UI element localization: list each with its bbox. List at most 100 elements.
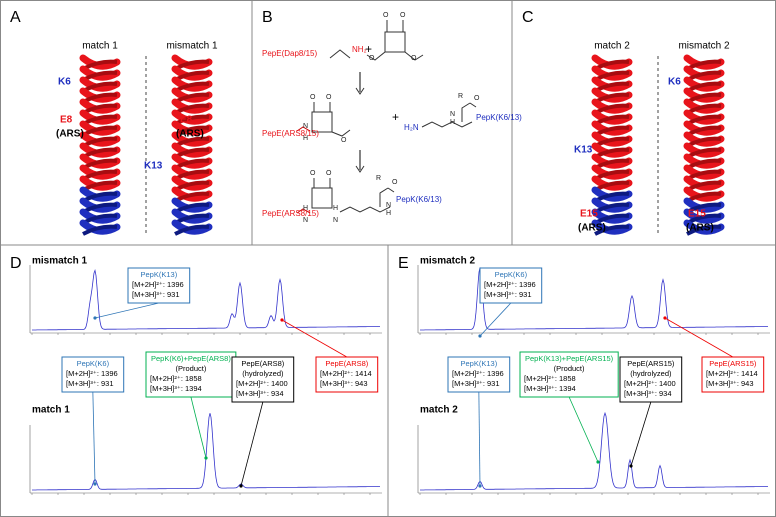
atom-label: N <box>303 217 308 224</box>
atom-label: R <box>458 93 463 100</box>
trace <box>420 411 768 491</box>
annotation-box <box>701 356 765 393</box>
atom-label: N <box>303 123 308 130</box>
atom-label: O <box>400 12 406 19</box>
residue-label: (ARS) <box>578 223 606 234</box>
residue-label: (ARS) <box>56 129 84 140</box>
arrow <box>479 302 512 337</box>
arrow <box>281 319 348 358</box>
atom-label: O <box>474 95 480 102</box>
panel-letter: B <box>262 9 273 26</box>
annotation-text: [M+3H]³⁺: 943 <box>320 379 368 388</box>
column-title: mismatch 1 <box>166 41 218 52</box>
annotation-text: PepE(ARS8) <box>325 359 368 368</box>
annotation-text: PepK(K6)+PepE(ARS8) <box>151 354 231 363</box>
arrow-head <box>596 460 600 464</box>
atom-label: H <box>303 135 308 142</box>
annotation-text: PepK(K13) <box>141 270 178 279</box>
atom-label: O <box>411 55 417 62</box>
annotation-text: [M+2H]²⁺: 1396 <box>484 280 536 289</box>
trace <box>420 267 768 331</box>
residue-label: K13 <box>144 161 163 172</box>
annotation-text: PepE(ARS8) <box>241 359 284 368</box>
annotation-text: PepE(ARS15) <box>627 359 675 368</box>
annotation-text: [M+3H]³⁺: 1394 <box>524 384 576 393</box>
panel-letter: E <box>398 255 409 272</box>
column-title: match 1 <box>82 41 118 52</box>
annotation-text: [M+2H]²⁺: 1858 <box>150 374 202 383</box>
atom-label: O <box>383 12 389 19</box>
chem-text: NH₂ <box>352 45 367 54</box>
chem-text: PepE(ARS8/15) <box>262 209 319 218</box>
atom-label: R <box>376 175 381 182</box>
residue-label: E8 <box>60 115 73 126</box>
annotation-text: PepE(ARS15) <box>709 359 757 368</box>
annotation-text: [M+2H]²⁺: 1396 <box>66 369 118 378</box>
panel-b-structures <box>296 20 477 214</box>
annotation-text: (Product) <box>554 364 585 373</box>
annotation-text: PepK(K13) <box>461 359 498 368</box>
panel-letter: A <box>10 9 21 26</box>
atom-label: H <box>450 119 455 126</box>
arrow-head <box>663 316 667 320</box>
annotation-box <box>231 356 295 403</box>
chem-text: + <box>392 110 399 124</box>
helix-back <box>82 224 118 236</box>
annotation-text: [M+2H]²⁺: 1858 <box>524 374 576 383</box>
arrow <box>92 391 96 485</box>
annotation-box <box>619 356 683 403</box>
atom-label: O <box>326 170 332 177</box>
arrow-head <box>93 482 97 486</box>
annotation-text: PepK(K6) <box>495 270 528 279</box>
arrow-head <box>280 318 284 322</box>
atom-label: N <box>333 217 338 224</box>
annotation-text: [M+3H]³⁺: 934 <box>236 389 284 398</box>
arrow <box>630 401 652 467</box>
arrow <box>664 317 734 358</box>
arrow <box>478 391 481 487</box>
chem-text: + <box>365 42 372 56</box>
atom-label: O <box>341 137 347 144</box>
annotation-text: [M+2H]²⁺: 1396 <box>132 280 184 289</box>
annotation-text: [M+2H]²⁺: 1414 <box>320 369 372 378</box>
arrow <box>568 396 599 463</box>
residue-label: E15 <box>688 209 706 220</box>
annotation-text: [M+3H]³⁺: 931 <box>132 290 180 299</box>
residue-label: K13 <box>574 145 593 156</box>
trace <box>32 413 380 491</box>
trace-label: match 1 <box>32 405 70 416</box>
arrow-head <box>478 334 482 338</box>
helix-back <box>686 224 722 236</box>
arrow-head <box>93 316 97 320</box>
arrow <box>94 302 159 319</box>
annotation-text: PepK(K6) <box>77 359 110 368</box>
atom-label: O <box>369 55 375 62</box>
residue-label: K6 <box>668 77 681 88</box>
residue-label: (ARS) <box>176 129 204 140</box>
residue-label: K6 <box>58 77 71 88</box>
chem-text: PepE(ARS8/15) <box>262 129 319 138</box>
panel-letter: C <box>522 9 534 26</box>
chem-text: PepK(K6/13) <box>476 113 522 122</box>
arrow-head <box>239 484 243 488</box>
atom-label: O <box>392 179 398 186</box>
annotation-text: [M+3H]³⁺: 931 <box>66 379 114 388</box>
residue-label: E8 <box>180 115 193 126</box>
helix-back <box>174 224 210 236</box>
annotation-text: [M+2H]²⁺: 1414 <box>706 369 758 378</box>
annotation-text: [M+2H]²⁺: 1396 <box>452 369 504 378</box>
annotation-text: [M+3H]³⁺: 931 <box>484 290 532 299</box>
annotation-text: [M+3H]³⁺: 931 <box>452 379 500 388</box>
chem-text: PepK(K6/13) <box>396 195 442 204</box>
annotation-text: (hydrolyzed) <box>242 369 284 378</box>
column-title: match 2 <box>594 41 630 52</box>
annotation-text: [M+2H]²⁺: 1400 <box>624 379 676 388</box>
residue-label: E15 <box>580 209 598 220</box>
atom-label: H <box>386 210 391 217</box>
annotation-text: [M+2H]²⁺: 1400 <box>236 379 288 388</box>
annotation-text: [M+3H]³⁺: 934 <box>624 389 672 398</box>
arrow-head <box>478 484 482 488</box>
arrow <box>240 401 264 487</box>
column-title: mismatch 2 <box>678 41 730 52</box>
